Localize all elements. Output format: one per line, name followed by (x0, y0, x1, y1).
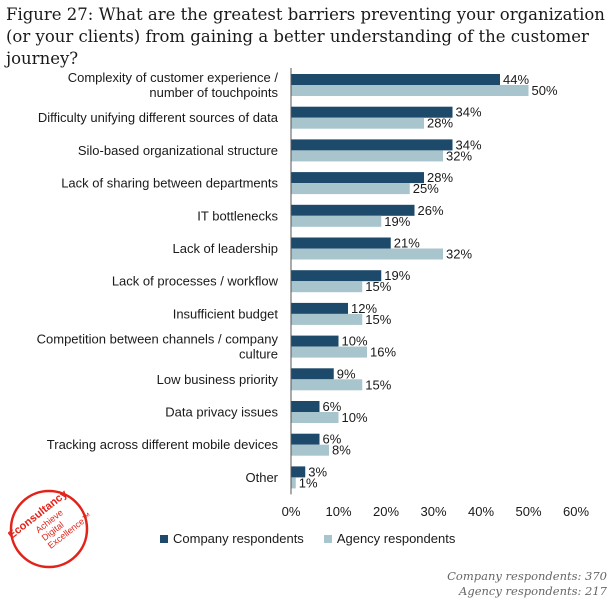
company-value-label: 44% (503, 72, 529, 87)
agency-bar (291, 183, 410, 195)
company-value-label: 19% (384, 268, 410, 283)
category-label: Tracking across different mobile devices (47, 437, 279, 452)
agency-value-label: 8% (332, 443, 351, 458)
legend-item-company: Company respondents (160, 531, 304, 546)
x-tick-label: 40% (468, 504, 494, 519)
x-tick-label: 20% (373, 504, 399, 519)
x-tick-label: 60% (563, 504, 589, 519)
company-bar (291, 466, 306, 478)
company-bar (291, 302, 348, 314)
x-tick-label: 10% (325, 504, 351, 519)
agency-value-label: 15% (365, 279, 391, 294)
company-bar (291, 270, 382, 282)
category-label: Lack of leadership (172, 241, 278, 256)
agency-bar (291, 379, 363, 391)
agency-value-label: 16% (370, 345, 396, 360)
x-tick-label: 0% (282, 504, 301, 519)
footnote-company: Company respondents: 370 (447, 569, 607, 583)
agency-bar (291, 150, 443, 162)
legend-label-company: Company respondents (173, 531, 304, 546)
agency-value-label: 50% (532, 83, 558, 98)
company-bar (291, 172, 424, 184)
agency-value-label: 28% (427, 116, 453, 131)
company-value-label: 9% (337, 366, 356, 381)
agency-value-label: 15% (365, 312, 391, 327)
company-bar (291, 74, 500, 85)
respondent-footnote: Company respondents: 370 Agency responde… (447, 569, 607, 599)
company-value-label: 34% (456, 105, 482, 120)
agency-value-label: 32% (446, 148, 472, 163)
category-label: Insufficient budget (173, 306, 279, 321)
agency-value-label: 10% (342, 410, 368, 425)
company-bar (291, 401, 320, 412)
x-tick-label: 30% (420, 504, 446, 519)
bars (291, 74, 529, 489)
company-bar (291, 204, 415, 216)
company-bar (291, 433, 320, 445)
agency-bar (291, 248, 443, 260)
legend-swatch-company (160, 534, 168, 543)
x-tick-label: 50% (515, 504, 541, 519)
agency-value-label: 25% (413, 181, 439, 196)
agency-bar (291, 281, 363, 293)
company-value-label: 21% (394, 236, 420, 251)
agency-value-label: 1% (299, 475, 318, 490)
agency-bar (291, 215, 382, 227)
legend-label-agency: Agency respondents (336, 531, 456, 546)
category-label: Competition between channels / company cu… (37, 332, 279, 362)
company-value-label: 12% (351, 301, 377, 316)
legend: Company respondents Agency respondents (160, 531, 455, 546)
agency-bar (291, 477, 296, 489)
category-label: Complexity of customer experience / numbe… (68, 70, 279, 100)
company-value-label: 6% (323, 432, 342, 447)
category-label: IT bottlenecks (197, 208, 278, 223)
company-bar (291, 237, 391, 249)
company-value-label: 28% (427, 170, 453, 185)
category-labels: Complexity of customer experience / numbe… (37, 70, 279, 485)
company-bar (291, 139, 453, 151)
company-bar (291, 335, 339, 347)
chart-title: Figure 27: What are the greatest barrier… (6, 5, 605, 68)
company-value-label: 3% (308, 464, 327, 479)
agency-bar (291, 346, 367, 358)
legend-swatch-agency (323, 534, 332, 543)
agency-value-label: 19% (384, 214, 410, 229)
company-value-label: 26% (418, 203, 444, 218)
company-bar (291, 106, 453, 118)
agency-value-label: 15% (365, 377, 391, 392)
econsultancy-logo: Econsultancy Achieve Digital Excellence™ (8, 488, 90, 569)
agency-value-label: 32% (446, 247, 472, 262)
company-value-label: 34% (456, 137, 482, 152)
category-label: Other (245, 470, 278, 485)
company-value-label: 6% (323, 399, 342, 414)
agency-bar (291, 412, 339, 423)
legend-item-agency: Agency respondents (323, 531, 456, 546)
value-labels: 44%50%34%28%34%32%28%25%26%19%21%32%19%1… (299, 72, 558, 490)
category-label: Data privacy issues (165, 405, 278, 420)
category-label: Lack of sharing between departments (61, 176, 278, 191)
agency-bar (291, 444, 329, 456)
agency-bar (291, 117, 424, 129)
agency-bar (291, 85, 529, 96)
category-label: Low business priority (157, 372, 279, 387)
category-label: Silo-based organizational structure (78, 143, 278, 158)
agency-bar (291, 313, 363, 325)
x-axis-ticks: 0% 10% 20% 30% 40% 50% 60% (282, 504, 590, 519)
category-label: Lack of processes / workflow (112, 274, 279, 289)
footnote-agency: Agency respondents: 217 (459, 584, 607, 598)
category-label: Difficulty unifying different sources of… (38, 110, 279, 125)
company-value-label: 10% (342, 334, 368, 349)
company-bar (291, 368, 334, 380)
